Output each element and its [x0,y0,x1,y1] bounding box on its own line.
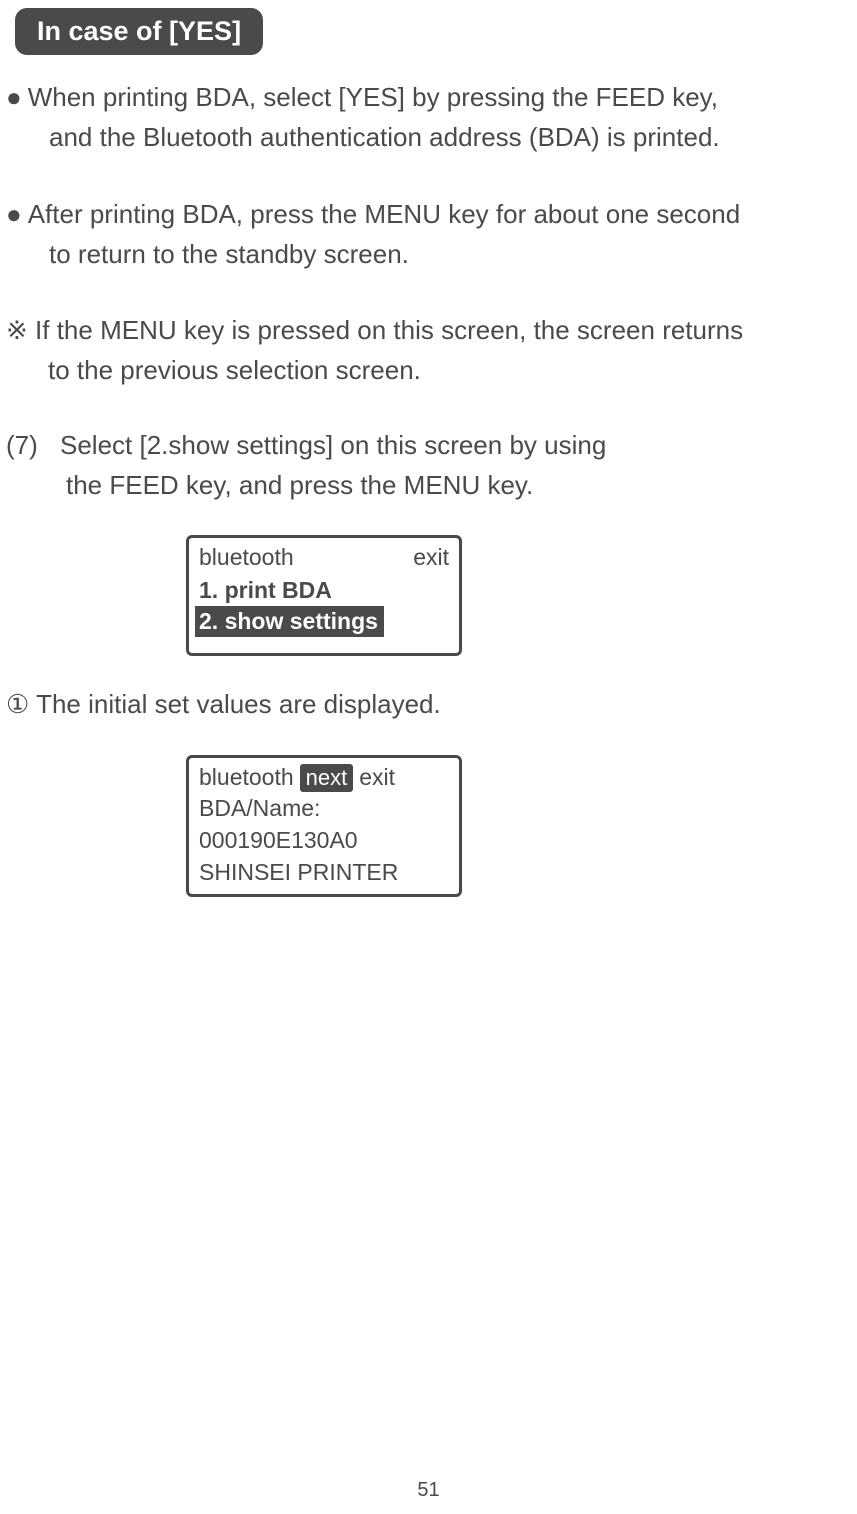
bullet-text-cont: and the Bluetooth authentication address… [6,117,851,157]
bullet-icon: ● [6,194,22,234]
bullet-text: After printing BDA, press the MENU key f… [28,194,851,234]
note-symbol: ※ [6,315,28,345]
screen2-header: bluetooth next exit [189,764,459,792]
step-7: (7) Select [2.show settings] on this scr… [6,425,851,506]
screen-header: bluetooth exit [189,544,459,571]
screen-menu-item-2-selected: 2. show settings [195,606,384,637]
section-tag: In case of [YES] [15,8,263,55]
note-text: If the MENU key is pressed on this scree… [35,315,743,345]
screen2-line-2: 000190E130A0 [189,824,459,856]
bullet-text: When printing BDA, select [YES] by press… [28,77,851,117]
bullet-icon: ● [6,77,22,117]
screen-display-1: bluetooth exit 1. print BDA 2. show sett… [186,535,462,656]
bullet-item-1: ● When printing BDA, select [YES] by pre… [6,77,851,158]
bullet-text-cont: to return to the standby screen. [6,234,851,274]
circle-text: The initial set values are displayed. [36,689,441,719]
next-badge: next [300,764,354,792]
circle-number: ① [6,689,29,719]
note-text-cont: to the previous selection screen. [6,350,851,390]
screen-title-right: exit [413,544,449,571]
note-block: ※ If the MENU key is pressed on this scr… [6,310,851,391]
screen2-title-right: exit [359,764,395,791]
screen-title-left: bluetooth [199,544,294,571]
step-number: (7) [6,425,60,465]
step-text-cont: the FEED key, and press the MENU key. [6,465,851,505]
screen2-line-3: SHINSEI PRINTER [189,856,459,888]
screen2-title-left: bluetooth [199,764,294,791]
screen-display-2: bluetooth next exit BDA/Name: 000190E130… [186,755,462,898]
step-text: Select [2.show settings] on this screen … [60,425,606,465]
content-area: ● When printing BDA, select [YES] by pre… [0,77,857,897]
page-number: 51 [417,1479,439,1502]
substep-1: ① The initial set values are displayed. [6,684,851,724]
screen2-line-1: BDA/Name: [189,792,459,824]
bullet-item-2: ● After printing BDA, press the MENU key… [6,194,851,275]
screen-menu-item-1: 1. print BDA [189,575,459,606]
